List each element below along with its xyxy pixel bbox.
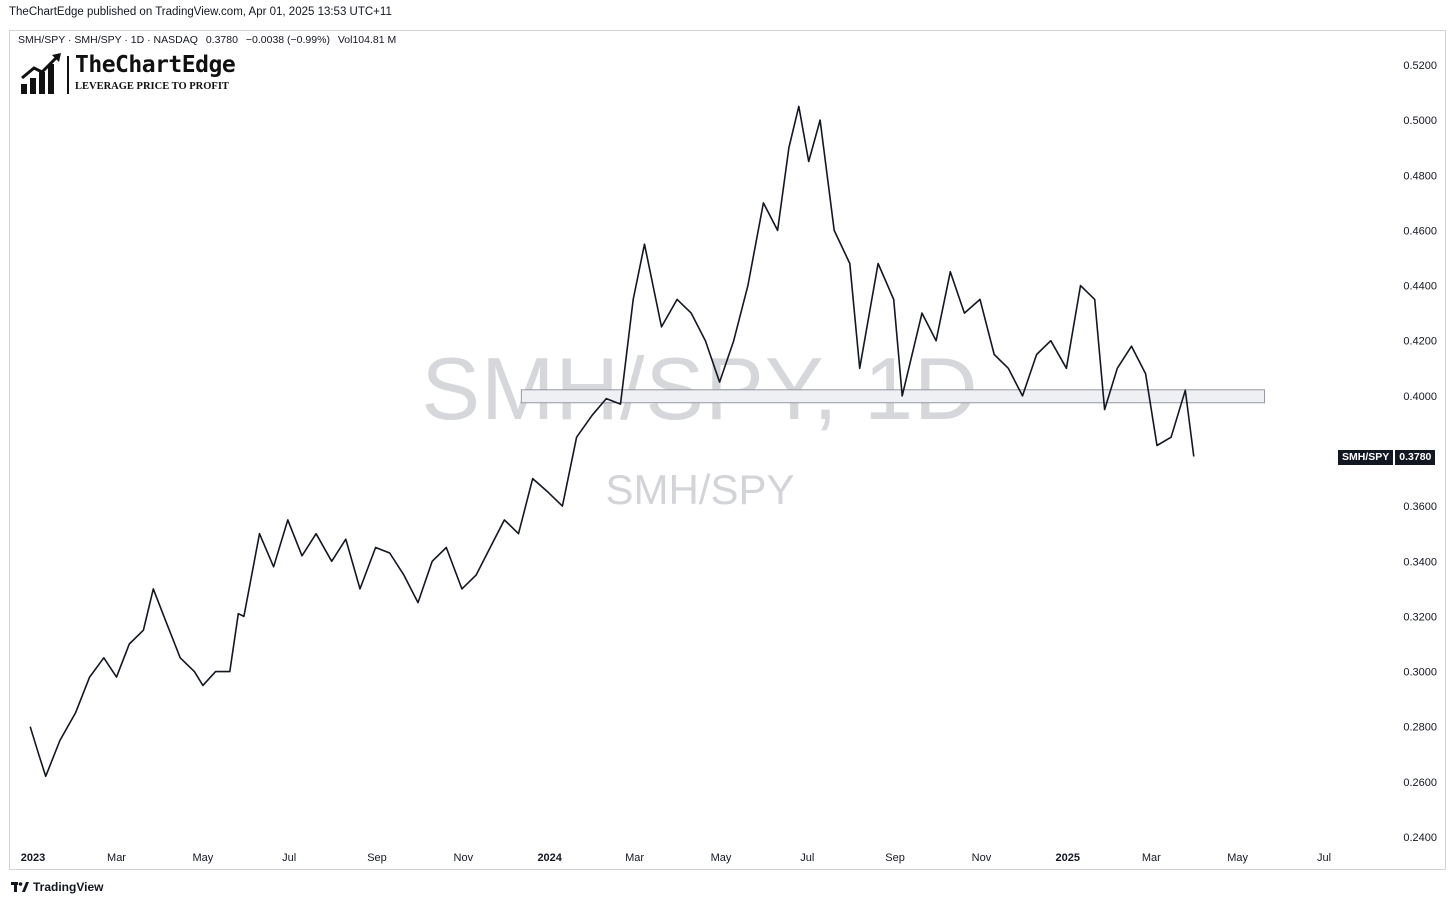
y-tick-label: 0.4000 <box>1403 391 1437 403</box>
legend-symbol[interactable]: SMH/SPY · SMH/SPY · 1D · NASDAQ <box>18 34 198 46</box>
y-tick-label: 0.4800 <box>1403 170 1437 182</box>
x-tick-label: May <box>711 852 732 864</box>
x-tick-label: 2023 <box>21 852 45 864</box>
publish-line: TheChartEdge published on TradingView.co… <box>9 6 392 18</box>
x-tick-label: Jul <box>282 852 296 864</box>
x-tick-label: Nov <box>972 852 992 864</box>
chart-frame[interactable] <box>9 30 1446 870</box>
x-tick-label: Sep <box>885 852 905 864</box>
y-tick-label: 0.2600 <box>1403 777 1437 789</box>
symbol-legend[interactable]: SMH/SPY · SMH/SPY · 1D · NASDAQ 0.3780 −… <box>18 34 401 46</box>
last-price-tag: SMH/SPY 0.3780 <box>1338 450 1436 465</box>
chart-edge-logo-icon <box>21 53 61 94</box>
x-tick-label: Mar <box>107 852 126 864</box>
x-tick-label: 2025 <box>1056 852 1080 864</box>
footer-brand: TradingView <box>33 880 104 894</box>
x-tick-label: May <box>1227 852 1248 864</box>
x-tick-label: Mar <box>1142 852 1161 864</box>
logo-name: TheChartEdge <box>75 52 236 78</box>
x-tick-label: 2024 <box>537 852 562 864</box>
y-tick-label: 0.5200 <box>1403 60 1437 72</box>
y-tick-label: 0.3000 <box>1403 667 1437 679</box>
watermark-main: SMH/SPY, 1D <box>421 339 979 438</box>
y-tick-label: 0.5000 <box>1403 115 1437 127</box>
support-resistance-zone[interactable] <box>520 389 1266 404</box>
legend-volume: Vol104.81 M <box>337 34 397 46</box>
x-tick-label: Jul <box>800 852 814 864</box>
watermark-sub: SMH/SPY <box>605 466 795 513</box>
x-tick-label: May <box>192 852 213 864</box>
x-tick-label: Jul <box>1317 852 1331 864</box>
logo-tagline: LEVERAGE PRICE TO PROFIT <box>75 81 229 92</box>
x-tick-label: Nov <box>454 852 474 864</box>
legend-change: −0.0038 (−0.99%) <box>245 34 330 46</box>
tradingview-footer[interactable]: TradingView <box>11 880 103 894</box>
series-line-smh-spy[interactable] <box>29 105 1195 778</box>
y-tick-label: 0.4600 <box>1403 225 1437 237</box>
legend-last-price: 0.3780 <box>205 34 238 46</box>
x-tick-label: Sep <box>367 852 387 864</box>
y-tick-label: 0.2800 <box>1403 722 1437 734</box>
x-tick-label: Mar <box>625 852 644 864</box>
price-tag-value: 0.3780 <box>1395 450 1436 465</box>
y-tick-label: 0.3200 <box>1403 611 1437 623</box>
y-tick-label: 0.4400 <box>1403 281 1437 293</box>
y-tick-label: 0.3600 <box>1403 501 1437 513</box>
y-tick-label: 0.4200 <box>1403 336 1437 348</box>
logo-divider <box>67 56 69 94</box>
tradingview-logo-icon <box>11 881 29 892</box>
y-tick-label: 0.3400 <box>1403 556 1437 568</box>
y-tick-label: 0.2400 <box>1403 832 1437 844</box>
price-tag-name: SMH/SPY <box>1338 450 1394 465</box>
